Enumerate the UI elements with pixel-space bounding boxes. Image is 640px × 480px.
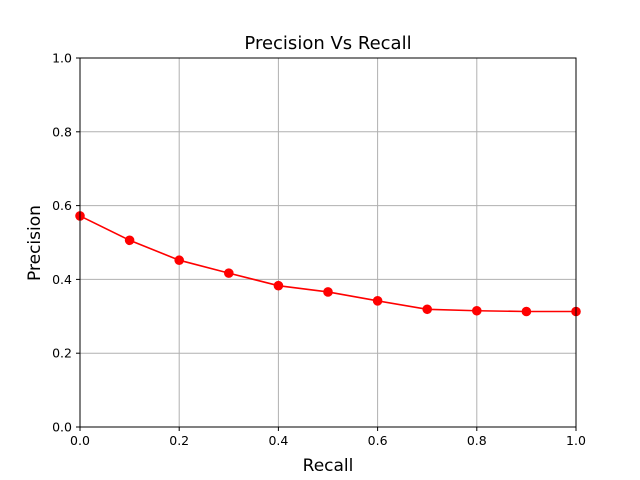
data-point: [124, 235, 135, 246]
data-point: [372, 296, 383, 306]
data-point: [224, 268, 234, 278]
data-point: [472, 305, 482, 316]
y-tick-label: 1.0: [52, 51, 72, 66]
y-tick-label: 0.8: [52, 124, 72, 139]
x-tick-label: 1.0: [566, 433, 586, 448]
axis-ticks: 0.0 0.2 0.4 0.6 0.8 1.0 0.0 0.2 0.4 0.6 0.8 1.0: [52, 51, 586, 449]
y-tick-label: 0.6: [52, 198, 72, 213]
x-tick-label: 0.8: [467, 433, 487, 448]
data-point: [323, 287, 333, 297]
x-tick-label: 0.6: [368, 433, 388, 448]
x-tick-label: 0.4: [268, 433, 288, 448]
chart-title: Precision Vs Recall: [244, 33, 411, 54]
x-tick-label: 0.2: [169, 433, 189, 448]
data-point: [174, 255, 184, 266]
y-axis-label: Precision: [25, 205, 45, 281]
data-point: [273, 280, 284, 291]
y-tick-label: 0.4: [52, 272, 72, 287]
data-point: [422, 304, 433, 315]
x-axis-label: Recall: [303, 456, 354, 476]
series-line: [79, 215, 576, 313]
y-tick-label: 0.0: [52, 420, 72, 435]
series: [75, 211, 581, 317]
data-point: [521, 306, 532, 317]
grid: [79, 57, 577, 428]
plot-frame: [79, 57, 577, 428]
x-tick-label: 0.0: [70, 433, 90, 448]
y-tick-label: 0.2: [52, 346, 72, 361]
